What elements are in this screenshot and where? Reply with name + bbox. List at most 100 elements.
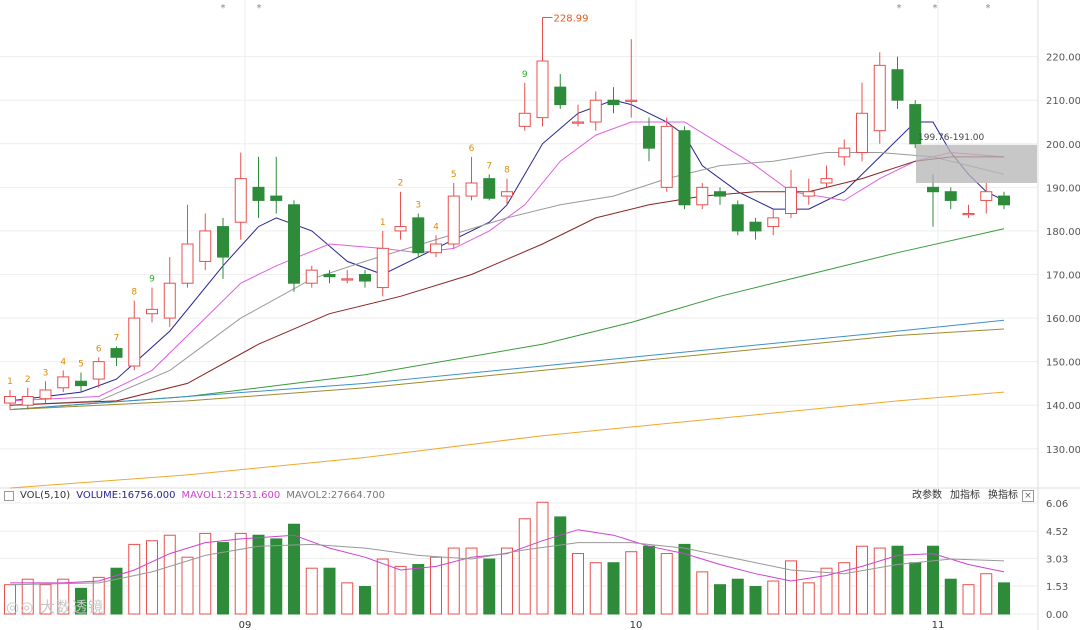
volume-bar — [75, 587, 87, 615]
candle-body — [75, 380, 87, 387]
candle — [536, 17, 549, 127]
volume-bar — [927, 545, 939, 615]
candle — [678, 126, 691, 210]
candle — [270, 156, 283, 214]
volume-bars — [4, 501, 1010, 615]
candle-body — [376, 247, 389, 289]
volume-bar — [447, 547, 460, 615]
close-icon[interactable]: × — [1022, 490, 1034, 502]
change-indicator-button[interactable]: 换指标 — [988, 490, 1018, 501]
add-indicator-button[interactable]: 加指标 — [950, 490, 980, 501]
td-label: 7 — [486, 161, 492, 171]
volume-bar — [856, 545, 868, 615]
vol-volume-value: VOLUME:16756.000 — [76, 490, 176, 501]
candle-body — [110, 348, 123, 358]
candle-body — [678, 130, 691, 206]
candle — [92, 357, 105, 388]
candle — [909, 100, 922, 149]
volume-bar — [465, 547, 478, 615]
ma5-line — [9, 99, 1005, 402]
td-label: 2 — [25, 375, 31, 385]
ma10-line — [9, 121, 1005, 402]
volume-bar — [962, 584, 975, 615]
td-label: 3 — [415, 201, 421, 211]
candle — [980, 183, 993, 214]
candle — [447, 183, 460, 249]
volume-bar — [376, 558, 389, 615]
volume-bar — [891, 545, 904, 615]
volume-bar — [696, 571, 709, 615]
volume-bar — [820, 567, 833, 615]
candle — [696, 183, 709, 210]
volume-bar — [305, 567, 318, 615]
volume-bar — [838, 562, 851, 615]
candle-body — [643, 125, 655, 149]
volume-toggle-box[interactable] — [4, 491, 14, 501]
vol-mavol2-value: MAVOL2:27664.700 — [286, 490, 386, 501]
candle-body — [998, 195, 1010, 206]
candle — [785, 169, 797, 218]
candle — [891, 56, 904, 109]
candle-body — [607, 99, 620, 106]
volume-ma-lines — [9, 529, 1005, 586]
volume-bar — [714, 584, 726, 615]
range-highlight-box: 199.76-191.00 — [916, 133, 1037, 183]
volume-bar — [785, 560, 797, 615]
volume-bar — [554, 516, 567, 615]
price-axis: 220.00 210.00 200.00 190.00 180.00 170.00 160.… — [1046, 53, 1080, 456]
candle — [856, 82, 868, 162]
candle — [128, 300, 141, 371]
candle-body — [288, 204, 300, 284]
volume-bar — [163, 534, 176, 615]
price-tick-label: 140.00 — [1046, 401, 1080, 412]
candle-body — [589, 99, 602, 123]
volume-bar — [802, 582, 815, 615]
watermark-logo: ◎◎ 大数透镜 — [6, 598, 104, 616]
candle — [465, 156, 478, 201]
volume-bar — [678, 543, 691, 615]
candle — [430, 235, 442, 258]
candle-body — [163, 282, 176, 319]
td-label: 1 — [380, 218, 386, 228]
td-label: 4 — [433, 222, 439, 232]
candle-body — [785, 186, 797, 215]
candle — [252, 156, 265, 218]
td-label: 8 — [131, 288, 137, 298]
volume-bar — [873, 547, 886, 615]
volume-bar — [731, 578, 744, 615]
volume-bar — [323, 567, 336, 615]
top-marker: * — [221, 3, 226, 14]
time-tick-label: 11 — [932, 620, 945, 630]
candle-body — [660, 125, 673, 188]
volume-bar — [998, 582, 1010, 615]
volume-bar — [589, 562, 602, 615]
volume-bar — [288, 523, 300, 615]
price-tick-label: 180.00 — [1046, 227, 1080, 238]
candle-body — [838, 147, 851, 158]
candle-body — [430, 243, 442, 254]
volume-bar — [430, 556, 442, 615]
volume-bar — [536, 501, 549, 615]
candle-body — [501, 191, 513, 197]
candle — [39, 381, 52, 404]
top-marker: * — [897, 3, 902, 14]
volume-bar — [359, 586, 371, 615]
top-marker: * — [933, 3, 938, 14]
edit-params-button[interactable]: 改参数 — [912, 490, 942, 501]
volume-bar — [944, 578, 957, 615]
candle-body — [483, 178, 496, 199]
candle — [607, 87, 620, 114]
candle — [4, 389, 16, 410]
candle-body — [820, 178, 833, 184]
candle-body — [802, 191, 815, 197]
time-axis: 09 10 11 — [239, 620, 945, 630]
volume-bar — [128, 543, 141, 615]
td-count-labels: 1 2 3 4 5 6 7 8 9 1 2 3 4 5 6 7 8 9 — [7, 70, 528, 387]
candle-body — [980, 191, 993, 201]
volume-bar — [92, 576, 105, 615]
candle-body — [412, 217, 425, 254]
candle — [199, 213, 212, 271]
candle-body — [891, 69, 904, 101]
candle-body — [731, 204, 744, 232]
